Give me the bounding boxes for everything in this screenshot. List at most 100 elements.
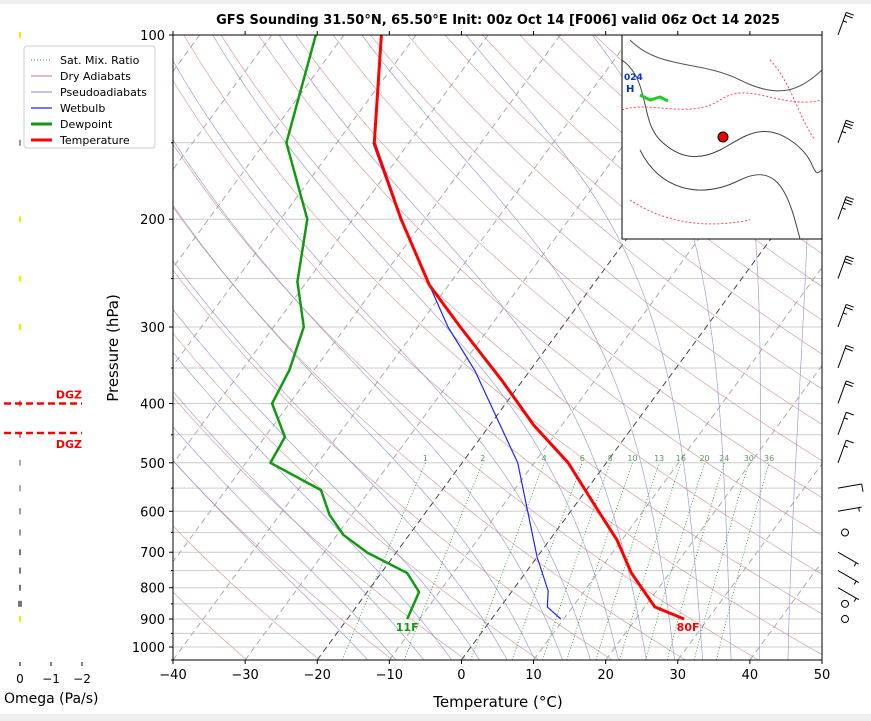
legend: Sat. Mix. Ratio Dry Adiabats Pseudoadiabat… <box>23 45 156 149</box>
x-axis-label: Temperature (°C) <box>432 693 562 711</box>
pseudoadiabat <box>592 35 732 660</box>
x-tick-label: −20 <box>304 668 331 683</box>
dry-adiabat <box>173 525 321 660</box>
omega-panel: 0 −1 −2 Omega (Pa/s) DGZ DGZ <box>4 32 99 707</box>
legend-entry: Sat. Mix. Ratio <box>60 54 140 67</box>
wind-barb <box>841 599 849 608</box>
barb-flag <box>845 258 853 263</box>
y-tick-label: 200 <box>140 213 165 228</box>
barb-staff <box>837 483 862 489</box>
omega-axis-label: Omega (Pa/s) <box>4 691 99 707</box>
calm-circle <box>841 528 849 537</box>
background-lines <box>173 35 822 660</box>
barb-flag <box>845 306 853 311</box>
barb-flag <box>846 119 854 124</box>
barb-flag <box>845 122 853 127</box>
wind-barb <box>837 380 854 404</box>
barb-flag <box>845 199 853 203</box>
barb-staff <box>837 255 847 279</box>
mixing-ratio-line <box>566 462 633 660</box>
isotherm-line <box>821 659 822 660</box>
dry-adiabat <box>173 206 686 660</box>
wind-barb <box>837 506 862 512</box>
legend-entry: Temperature <box>59 134 130 147</box>
temperature-trace <box>372 35 685 621</box>
x-tick-label: 30 <box>670 668 687 683</box>
wind-barb <box>837 11 854 36</box>
wind-barb <box>837 303 854 328</box>
barb-half <box>853 562 857 567</box>
pseudoadiabat <box>173 308 480 660</box>
surface-temperature-label: 80F <box>677 621 700 634</box>
wind-barb <box>837 483 864 492</box>
wind-barb <box>837 119 854 143</box>
svg-text:024: 024 <box>624 73 643 83</box>
legend-entry: Dewpoint <box>60 118 113 131</box>
barb-flag <box>846 411 854 416</box>
x-tick-label: 20 <box>597 668 614 683</box>
dry-adiabat <box>370 35 822 425</box>
barb-half <box>843 417 849 420</box>
mixing-ratio-label: 13 <box>654 454 664 463</box>
y-tick-label: 700 <box>140 546 165 561</box>
omega-tick-label: 0 <box>16 672 24 686</box>
x-tick-label: 50 <box>814 668 831 683</box>
dry-adiabat <box>295 35 822 499</box>
y-tick-label: 500 <box>140 457 165 472</box>
wetbulb-trace <box>372 142 562 620</box>
y-tick-label: 300 <box>140 321 165 336</box>
inset-map: 024 H <box>621 34 823 240</box>
barb-staff <box>837 440 847 463</box>
x-tick-label: 10 <box>525 668 542 683</box>
x-axis-ticks: −40 −30 −20 −10 0 10 20 30 40 50 <box>159 31 830 683</box>
y-tick-label: 100 <box>140 29 165 44</box>
pseudoadiabat <box>361 35 675 660</box>
dry-adiabat <box>173 332 540 660</box>
calm-circle <box>841 615 849 624</box>
wind-barb <box>841 615 849 624</box>
barb-half <box>843 445 849 448</box>
pseudoadiabat <box>278 35 647 660</box>
mixing-ratio-label: 30 <box>744 454 754 463</box>
wind-barbs <box>837 11 864 624</box>
mixing-ratio-line <box>595 462 660 660</box>
barb-flag <box>846 255 854 260</box>
wind-barb <box>837 439 854 463</box>
dry-adiabat <box>258 35 822 536</box>
barb-flag <box>846 303 854 308</box>
mixing-ratio-labels: 1 2 4 6 8 10 13 16 20 24 30 36 <box>423 454 774 463</box>
wind-barb <box>837 570 860 585</box>
barb-staff <box>837 12 847 36</box>
barb-flag <box>846 196 854 200</box>
y-tick-label: 400 <box>140 397 165 412</box>
omega-tick-label: −2 <box>73 672 91 686</box>
mixing-ratio-line <box>619 462 682 660</box>
dry-adiabat <box>444 35 822 355</box>
axes <box>172 34 823 661</box>
wind-barb <box>837 196 854 220</box>
legend-entry: Pseudoadiabats <box>60 86 147 99</box>
barb-flag <box>845 14 853 19</box>
barb-half <box>858 507 860 512</box>
pseudoadiabat <box>173 60 591 660</box>
svg-text:H: H <box>626 84 634 95</box>
barb-flag <box>846 11 854 16</box>
dry-adiabat <box>183 35 822 615</box>
dgz-label: DGZ <box>56 438 82 451</box>
dry-adiabat <box>407 35 822 390</box>
mixing-ratio-line <box>693 462 750 660</box>
wind-barb <box>837 255 854 279</box>
isotherm-line <box>173 35 633 660</box>
wind-barb <box>841 528 849 537</box>
mixing-ratio-label: 8 <box>608 454 613 463</box>
x-tick-label: 40 <box>742 668 759 683</box>
mixing-ratio-line <box>542 462 611 660</box>
barb-flag <box>846 380 854 385</box>
barb-flag <box>846 344 854 349</box>
barb-half <box>842 312 848 315</box>
barb-half <box>841 207 847 210</box>
y-axis-label: Pressure (hPa) <box>104 294 122 402</box>
mixing-ratio-label: 20 <box>699 454 709 463</box>
dry-adiabat <box>173 80 822 655</box>
